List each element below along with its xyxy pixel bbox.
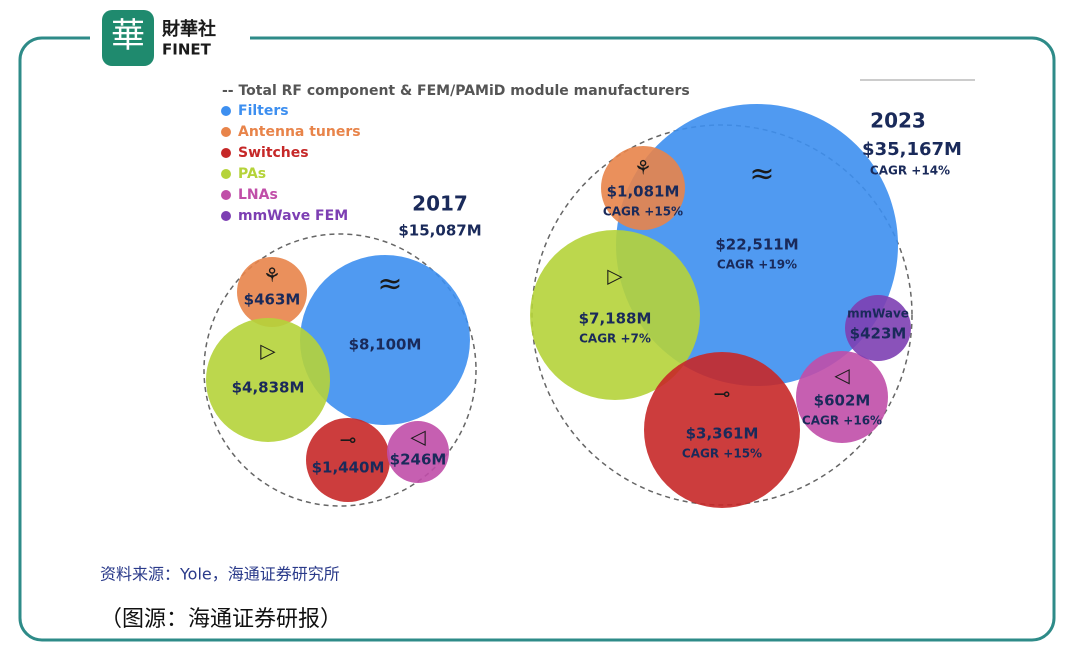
- group-total: $35,167M: [862, 139, 962, 160]
- value-label: $1,440M: [312, 459, 385, 477]
- icon: ⊸: [340, 428, 357, 452]
- group-cagr: CAGR +14%: [870, 164, 950, 178]
- icon: ▷: [607, 263, 623, 287]
- icon: ≈: [749, 157, 774, 192]
- caption: （图源：海通证券研报）: [100, 607, 342, 632]
- legend-dot: [221, 106, 231, 116]
- bubble: [796, 351, 888, 443]
- group-year: 2023: [870, 109, 926, 133]
- legend-label: Switches: [238, 145, 309, 161]
- bubble: [601, 146, 685, 230]
- icon: ≈: [377, 267, 402, 302]
- value-label: $463M: [244, 291, 301, 309]
- value-label: $4,838M: [232, 379, 305, 397]
- logo-glyph: 華: [111, 16, 145, 56]
- bubble-name: mmWave: [847, 307, 909, 321]
- legend-dot: [221, 169, 231, 179]
- bubble: [644, 352, 800, 508]
- value-label: $423M: [850, 325, 907, 343]
- group-year: 2017: [412, 192, 468, 216]
- bubble: [845, 295, 911, 361]
- bubble: [306, 418, 390, 502]
- legend-dot: [221, 127, 231, 137]
- legend-dot: [221, 211, 231, 221]
- bubble: [300, 255, 470, 425]
- cagr-label: CAGR +19%: [717, 258, 797, 272]
- icon: ⊸: [714, 381, 731, 405]
- cagr-label: CAGR +15%: [603, 205, 683, 219]
- legend-label: Filters: [238, 103, 289, 119]
- source: 资料来源：Yole，海通证券研究所: [100, 565, 340, 584]
- value-label: $3,361M: [686, 425, 759, 443]
- legend-label: Antenna tuners: [238, 124, 361, 140]
- bubble: [387, 421, 449, 483]
- icon: ▷: [260, 339, 276, 363]
- bubble: [530, 230, 700, 400]
- group-total: $15,087M: [398, 222, 481, 240]
- value-label: $602M: [814, 392, 871, 410]
- legend-dot: [221, 190, 231, 200]
- value-label: $246M: [390, 451, 447, 469]
- logo-badge: [102, 10, 154, 66]
- bubble: [237, 257, 307, 327]
- legend-label: mmWave FEM: [238, 208, 348, 224]
- legend-label: LNAs: [238, 187, 278, 203]
- icon: ⚘: [263, 263, 281, 287]
- legend-label: PAs: [238, 166, 266, 182]
- value-label: $7,188M: [579, 310, 652, 328]
- legend-title: -- Total RF component & FEM/PAMiD module…: [222, 83, 690, 99]
- value-label: $8,100M: [349, 336, 422, 354]
- legend-dot: [221, 148, 231, 158]
- bubble: [206, 318, 330, 442]
- group-outline: [203, 233, 477, 507]
- logo-sub: FINET: [162, 41, 212, 59]
- cagr-label: CAGR +15%: [682, 447, 762, 461]
- icon: ◁: [409, 425, 426, 449]
- value-label: $22,511M: [715, 236, 798, 254]
- value-label: $1,081M: [607, 183, 680, 201]
- logo-name: 財華社: [162, 18, 216, 40]
- cagr-label: CAGR +16%: [802, 414, 882, 428]
- frame: [18, 36, 1056, 642]
- cagr-label: CAGR +7%: [579, 332, 651, 346]
- icon: ◁: [833, 363, 850, 387]
- icon: ⚘: [634, 156, 652, 180]
